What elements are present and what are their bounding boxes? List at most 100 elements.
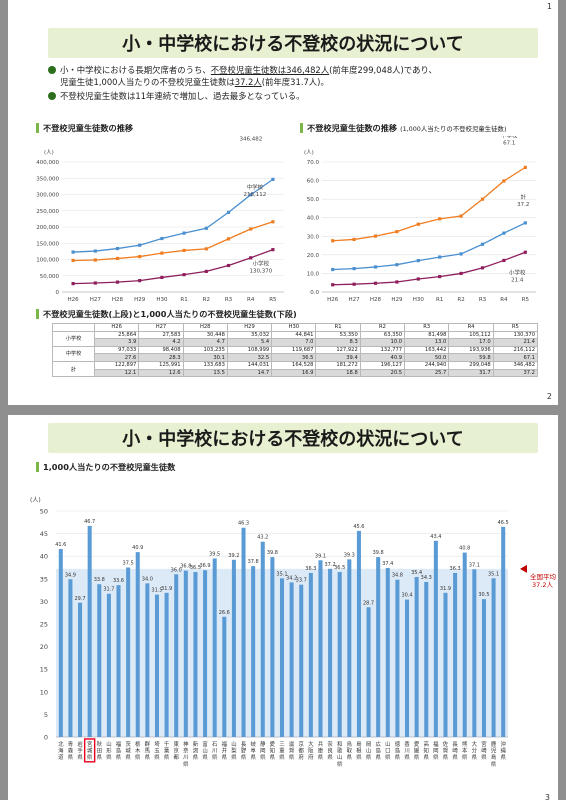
- bar: [251, 566, 256, 737]
- bar-value-label: 33.7: [296, 578, 307, 584]
- category-label: 福岡県: [433, 740, 439, 761]
- table-year-header: H28: [182, 323, 228, 332]
- series-value-label: 67.1: [503, 140, 515, 146]
- series-point: [459, 271, 463, 276]
- table-cell-rate: 50.0: [404, 353, 450, 362]
- series-point: [523, 221, 527, 225]
- y-tick-label: 10: [40, 688, 48, 696]
- category-label: 富山県: [202, 740, 208, 761]
- table-cell-rate: 40.9: [359, 353, 406, 362]
- category-label: 北海道: [58, 740, 64, 761]
- series-name-label: 小学校: [253, 260, 270, 268]
- page-title: 小・中学校における不登校の状況について: [48, 423, 538, 453]
- bar-value-label: 34.9: [65, 572, 76, 578]
- table-cell-rate: 25.7: [404, 368, 450, 378]
- series-point: [115, 256, 120, 261]
- x-tick-label: H27: [90, 297, 102, 303]
- table-cell-rate: 67.1: [492, 353, 539, 362]
- series-point: [502, 231, 506, 235]
- table-row-rate: 3.9 4.2 4.7 5.4 7.0 8.3 10.0 13.0 17.0 21.4: [53, 338, 539, 347]
- page-number: 1: [546, 2, 552, 11]
- page-title: 小・中学校における不登校の状況について: [48, 28, 538, 58]
- bar-value-label: 34.0: [142, 576, 153, 582]
- y-tick-label: 40.0: [307, 216, 320, 222]
- x-tick-label: H27: [349, 297, 361, 303]
- y-unit-label: (人): [44, 149, 54, 156]
- bar: [116, 585, 121, 737]
- table-year-header: R2: [359, 323, 406, 332]
- series-line-計: [73, 178, 274, 253]
- table-cell-rate: 27.6: [93, 353, 140, 362]
- y-tick-label: 5: [44, 711, 48, 719]
- series-point: [93, 249, 97, 253]
- series-point: [502, 258, 506, 263]
- table-row-count: 中学校 97,033 98,408 103,235 108,999 119,687 127,…: [52, 345, 539, 362]
- bullet-emphasis: 不登校児童生徒数は346,482人: [210, 65, 330, 75]
- table-year-header: H29: [226, 323, 273, 332]
- table-cell-rate: 7.0: [271, 338, 317, 347]
- series-point: [523, 165, 527, 169]
- series-point: [438, 274, 442, 279]
- bar: [289, 582, 294, 737]
- average-label: 全国平均: [530, 572, 557, 581]
- table-cell-rate: 4.2: [138, 338, 184, 347]
- category-label: 香川県: [404, 740, 410, 761]
- bar: [491, 578, 496, 737]
- bar: [174, 574, 179, 737]
- bullet-text: (前年度31.7人)。: [261, 77, 329, 87]
- category-label: 山形県: [106, 740, 112, 761]
- series-value-label: 21.4: [511, 277, 524, 283]
- category-label: 山口県: [385, 740, 391, 761]
- category-label: 三重県: [279, 741, 285, 761]
- category-label: 滋賀県: [289, 740, 295, 761]
- table-year-header: R4: [448, 323, 494, 332]
- series-value-label: 130,370: [250, 269, 273, 275]
- table-cell-rate: 4.7: [182, 338, 228, 347]
- bar-value-label: 36.8: [180, 564, 191, 570]
- bar: [405, 599, 410, 737]
- table-cell-count: 105,112: [448, 330, 494, 340]
- line-chart-rate: (人) 0.0 10.0 20.0 30.0 40.0 50.0 60.0 70.0 H26 H27…: [304, 136, 536, 303]
- bar: [68, 579, 73, 737]
- series-value-label: 37.2: [517, 202, 529, 208]
- y-tick-label: 40: [40, 553, 48, 561]
- y-tick-label: 350,000: [36, 176, 59, 182]
- table-cell-count: 53,350: [315, 330, 361, 340]
- table-year-header: R3: [404, 323, 450, 332]
- y-tick-label: 200,000: [36, 225, 59, 231]
- series-point: [160, 236, 164, 241]
- series-point: [226, 237, 231, 241]
- bar-value-label: 36.3: [450, 566, 461, 572]
- bar-value-label: 33.6: [113, 578, 124, 584]
- y-tick-label: 30: [40, 598, 48, 606]
- bar-value-label: 34.2: [286, 575, 297, 581]
- series-point: [395, 230, 399, 234]
- category-label: 長野県: [241, 741, 247, 761]
- category-label: 東京都: [174, 740, 180, 761]
- bar: [154, 594, 159, 737]
- x-tick-label: H29: [391, 297, 403, 303]
- bar: [222, 616, 227, 737]
- category-label: 福島県: [116, 740, 122, 761]
- table-cell-count: 125,991: [138, 360, 184, 370]
- table-cell-count: 193,936: [448, 345, 494, 355]
- bar: [212, 558, 217, 737]
- series-point: [249, 227, 253, 231]
- table-cell-rate: 8.3: [315, 338, 361, 347]
- series-point: [115, 246, 120, 251]
- table-row-label: 中学校: [52, 345, 95, 362]
- table-cell-rate: 12.1: [93, 368, 140, 378]
- x-tick-label: R4: [247, 297, 255, 303]
- table-cell-count: 27,583: [138, 330, 184, 340]
- series-point: [204, 269, 208, 274]
- series-point: [204, 226, 208, 230]
- bar: [337, 572, 342, 737]
- series-point: [352, 282, 356, 286]
- series-point: [271, 220, 275, 224]
- x-tick-label: R2: [457, 297, 464, 303]
- series-point: [331, 239, 335, 243]
- bar: [318, 560, 323, 737]
- table-cell-rate: 18.8: [315, 368, 361, 378]
- series-point: [271, 248, 275, 252]
- table-cell-count: 130,370: [492, 330, 539, 340]
